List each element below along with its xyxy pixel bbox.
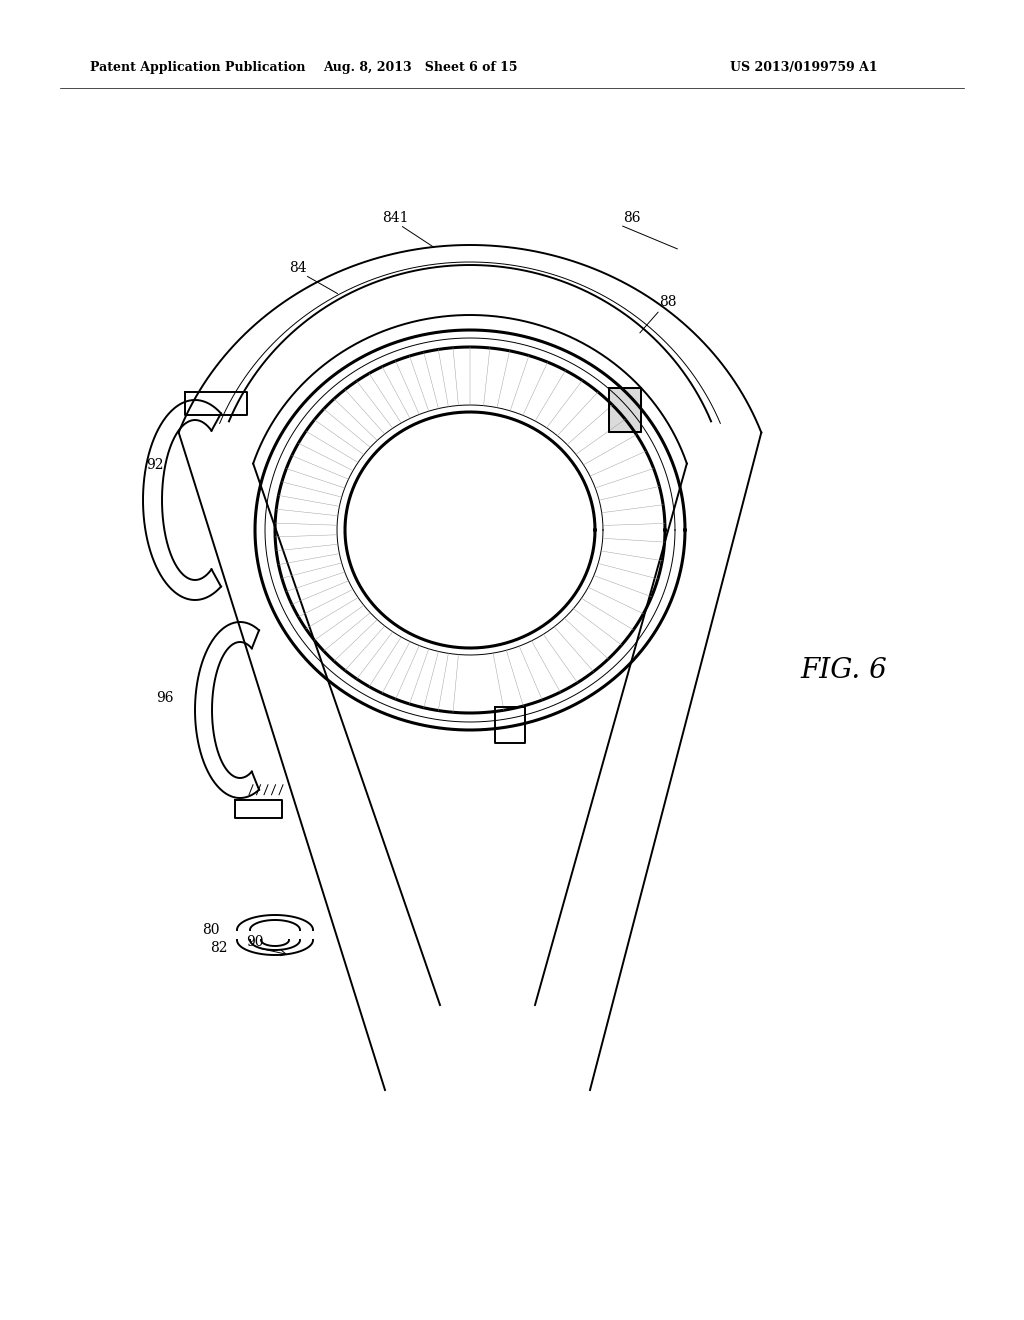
- Text: 86: 86: [624, 211, 641, 224]
- Text: 90: 90: [246, 935, 263, 949]
- Text: 92: 92: [146, 458, 164, 473]
- Text: FIG. 6: FIG. 6: [800, 656, 887, 684]
- Text: Aug. 8, 2013   Sheet 6 of 15: Aug. 8, 2013 Sheet 6 of 15: [323, 62, 517, 74]
- Text: 80: 80: [203, 923, 220, 937]
- Text: 82: 82: [211, 941, 228, 954]
- Text: Patent Application Publication: Patent Application Publication: [90, 62, 305, 74]
- Text: 84: 84: [289, 261, 307, 275]
- Text: 88: 88: [659, 294, 677, 309]
- Text: 841: 841: [382, 211, 409, 224]
- Text: 96: 96: [157, 690, 174, 705]
- Text: US 2013/0199759 A1: US 2013/0199759 A1: [730, 62, 878, 74]
